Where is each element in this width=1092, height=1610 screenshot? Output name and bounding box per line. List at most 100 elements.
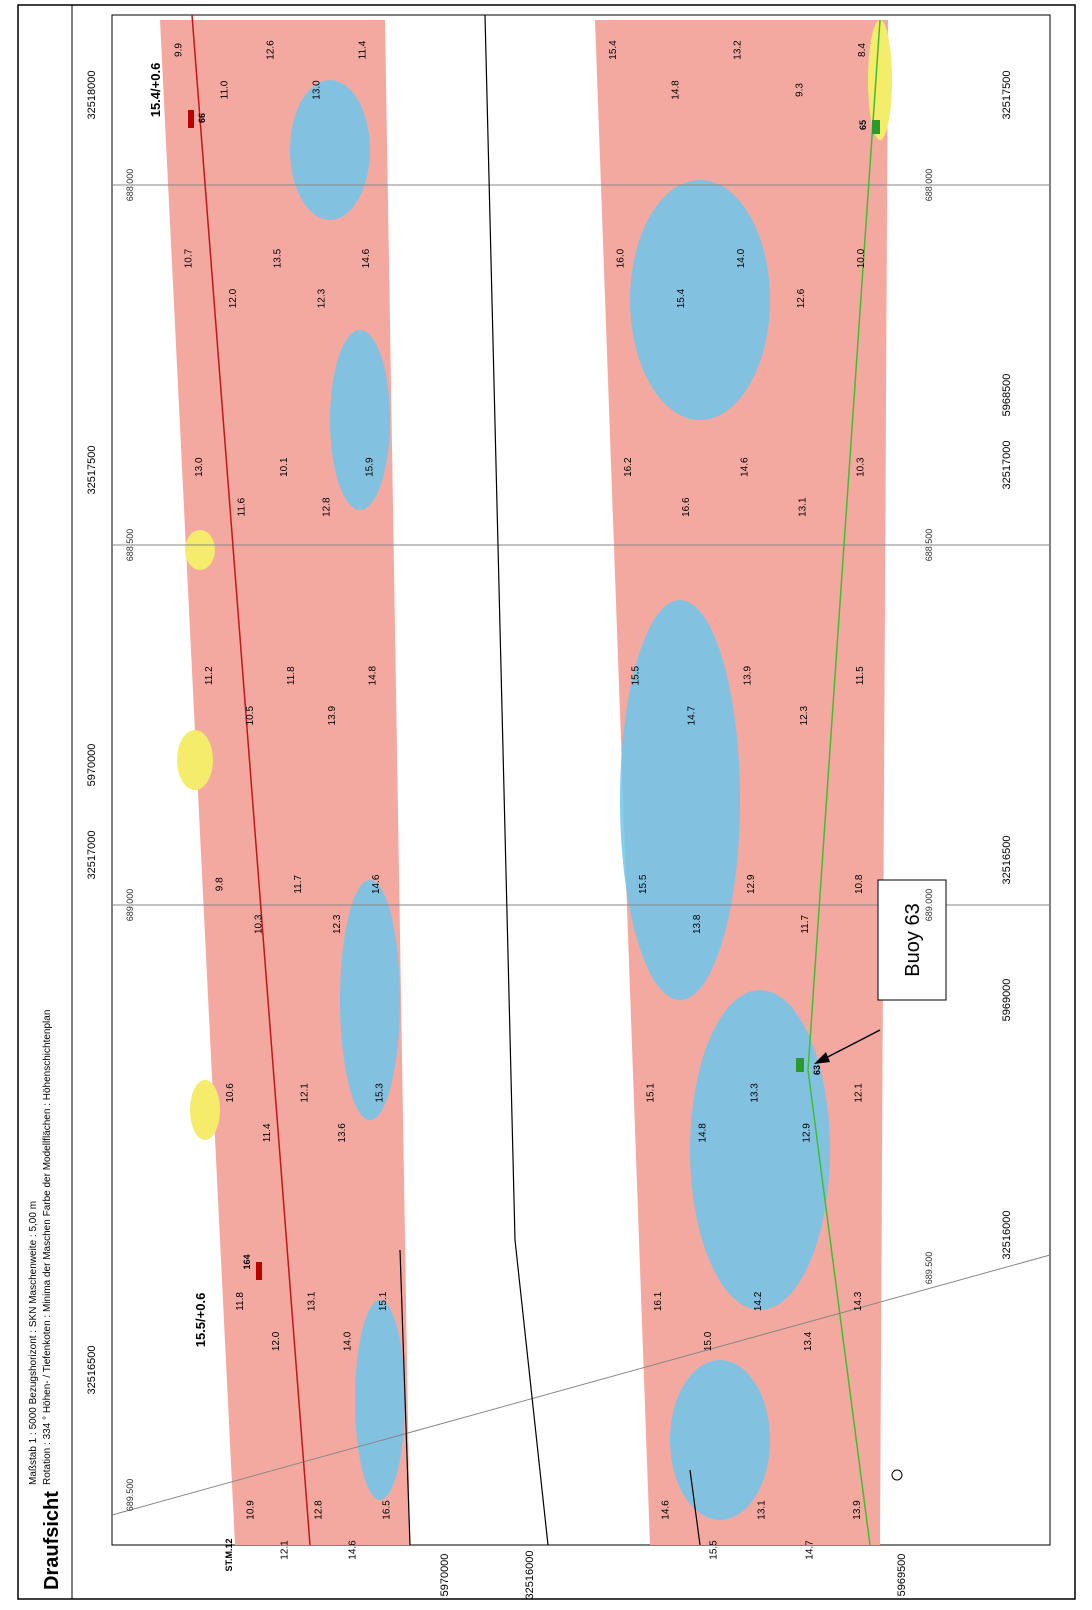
depth-sounding: 11.5 bbox=[855, 666, 866, 685]
grid-label: 689.000 bbox=[924, 889, 934, 922]
depth-sounding: 15.3 bbox=[375, 1083, 386, 1103]
axis-label: 32516500 bbox=[1001, 836, 1013, 885]
depth-patch bbox=[690, 990, 830, 1310]
depth-sounding: 15.0 bbox=[703, 1331, 714, 1351]
depth-sounding: 10.5 bbox=[245, 706, 256, 726]
axis-label: 32517500 bbox=[86, 446, 98, 495]
depth-sounding: 10.3 bbox=[254, 914, 265, 934]
depth-patch bbox=[185, 530, 215, 570]
depth-patch bbox=[177, 730, 213, 790]
depth-sounding: 13.6 bbox=[337, 1123, 348, 1143]
depth-sounding: 11.8 bbox=[235, 1292, 246, 1311]
depth-sounding: 12.3 bbox=[317, 288, 328, 308]
depth-sounding: 16.0 bbox=[616, 248, 627, 268]
depth-sounding: 9.8 bbox=[215, 877, 226, 891]
depth-sounding: 10.0 bbox=[856, 248, 867, 268]
depth-sounding: 12.0 bbox=[271, 1331, 282, 1351]
depth-sounding: 14.8 bbox=[698, 1123, 709, 1143]
depth-sounding: 15.1 bbox=[378, 1291, 389, 1311]
annotation: 15.4/+0.6 bbox=[148, 63, 163, 118]
depth-sounding: 13.9 bbox=[743, 666, 754, 686]
depth-sounding: 13.0 bbox=[194, 457, 205, 477]
depth-patch bbox=[190, 1080, 220, 1140]
axis-label: 32516000 bbox=[524, 1551, 536, 1600]
depth-sounding: 16.2 bbox=[623, 457, 634, 477]
depth-sounding: 13.1 bbox=[756, 1500, 767, 1520]
depth-sounding: 13.9 bbox=[852, 1500, 863, 1520]
grid-label: 689.500 bbox=[924, 1252, 934, 1285]
depth-sounding: 12.1 bbox=[300, 1083, 311, 1103]
depth-sounding: 14.8 bbox=[670, 80, 681, 100]
depth-patch bbox=[290, 80, 370, 220]
depth-sounding: 14.6 bbox=[739, 457, 750, 477]
depth-sounding: 13.3 bbox=[750, 1083, 761, 1103]
marker-flag bbox=[256, 1262, 262, 1280]
depth-sounding: 11.0 bbox=[219, 80, 230, 99]
depth-sounding: 16.5 bbox=[381, 1500, 392, 1520]
depth-sounding: 10.1 bbox=[279, 457, 290, 477]
depth-sounding: 13.1 bbox=[797, 497, 808, 517]
axis-label: 32518000 bbox=[86, 71, 98, 120]
grid-label: 688.500 bbox=[924, 529, 934, 562]
axis-label: 32517500 bbox=[1001, 71, 1013, 120]
depth-sounding: 15.5 bbox=[709, 1540, 720, 1560]
depth-sounding: 12.3 bbox=[799, 706, 810, 726]
annotation: 15.5/+0.6 bbox=[193, 1293, 208, 1348]
depth-sounding: 12.3 bbox=[332, 914, 343, 934]
depth-sounding: 12.1 bbox=[279, 1540, 290, 1560]
grid-label: 688.000 bbox=[125, 169, 135, 202]
depth-sounding: 16.6 bbox=[681, 497, 692, 517]
depth-sounding: 11.4 bbox=[357, 40, 368, 59]
depth-sounding: 13.1 bbox=[307, 1291, 318, 1311]
depth-sounding: 15.5 bbox=[631, 666, 642, 686]
depth-patch bbox=[630, 180, 770, 420]
depth-sounding: 13.5 bbox=[272, 248, 283, 268]
depth-sounding: 12.6 bbox=[265, 40, 276, 60]
axis-label: 32517000 bbox=[1001, 441, 1013, 490]
depth-sounding: 15.5 bbox=[638, 874, 649, 894]
depth-sounding: 14.7 bbox=[687, 706, 698, 726]
depth-sounding: 12.6 bbox=[796, 288, 807, 308]
marker-flag bbox=[872, 120, 880, 134]
depth-sounding: 11.7 bbox=[800, 914, 811, 933]
grid-label: 689.500 bbox=[125, 1479, 135, 1512]
depth-sounding: 14.6 bbox=[371, 874, 382, 894]
header-title: Draufsicht bbox=[41, 1491, 63, 1590]
callout-text: Buoy 63 bbox=[902, 903, 924, 976]
header-line: Rotation : 334 ° Höhen- / Tiefenkoten : … bbox=[42, 1010, 53, 1485]
depth-sounding: 13.0 bbox=[311, 80, 322, 100]
annotation: 66 bbox=[197, 113, 207, 123]
depth-sounding: 16.1 bbox=[653, 1291, 664, 1311]
axis-label: 5969000 bbox=[1001, 979, 1013, 1022]
depth-sounding: 11.6 bbox=[237, 497, 248, 516]
depth-sounding: 13.4 bbox=[803, 1331, 814, 1351]
depth-sounding: 13.9 bbox=[327, 706, 338, 726]
depth-sounding: 14.6 bbox=[661, 1500, 672, 1520]
annotation: ST.M.12 bbox=[224, 1538, 234, 1571]
depth-sounding: 8.4 bbox=[857, 43, 868, 57]
axis-label: 5970000 bbox=[86, 744, 98, 787]
depth-sounding: 14.7 bbox=[804, 1540, 815, 1560]
depth-sounding: 13.8 bbox=[692, 914, 703, 934]
marker-flag bbox=[188, 110, 194, 128]
depth-patch bbox=[340, 880, 400, 1120]
depth-sounding: 13.2 bbox=[732, 40, 743, 60]
depth-patch bbox=[620, 600, 740, 1000]
axis-label: 5968500 bbox=[1001, 374, 1013, 417]
annotation: 63 bbox=[812, 1065, 822, 1075]
depth-sounding: 14.6 bbox=[347, 1540, 358, 1560]
depth-sounding: 12.9 bbox=[802, 1123, 813, 1143]
depth-sounding: 14.8 bbox=[368, 666, 379, 686]
depth-patch bbox=[670, 1360, 770, 1520]
grid-label: 688.000 bbox=[924, 169, 934, 202]
depth-sounding: 12.9 bbox=[746, 874, 757, 894]
axis-label: 32517000 bbox=[86, 831, 98, 880]
grid-label: 689.000 bbox=[125, 889, 135, 922]
depth-sounding: 10.9 bbox=[245, 1500, 256, 1520]
annotation: 65 bbox=[858, 120, 868, 130]
axis-label: 5969500 bbox=[896, 1554, 908, 1597]
map-sheet: Buoy 63 Draufsicht Maßstab 1 : 5000 Bezu… bbox=[0, 0, 1092, 1605]
depth-sounding: 14.3 bbox=[853, 1291, 864, 1311]
depth-sounding: 10.3 bbox=[856, 457, 867, 477]
depth-sounding: 12.8 bbox=[313, 1500, 324, 1520]
